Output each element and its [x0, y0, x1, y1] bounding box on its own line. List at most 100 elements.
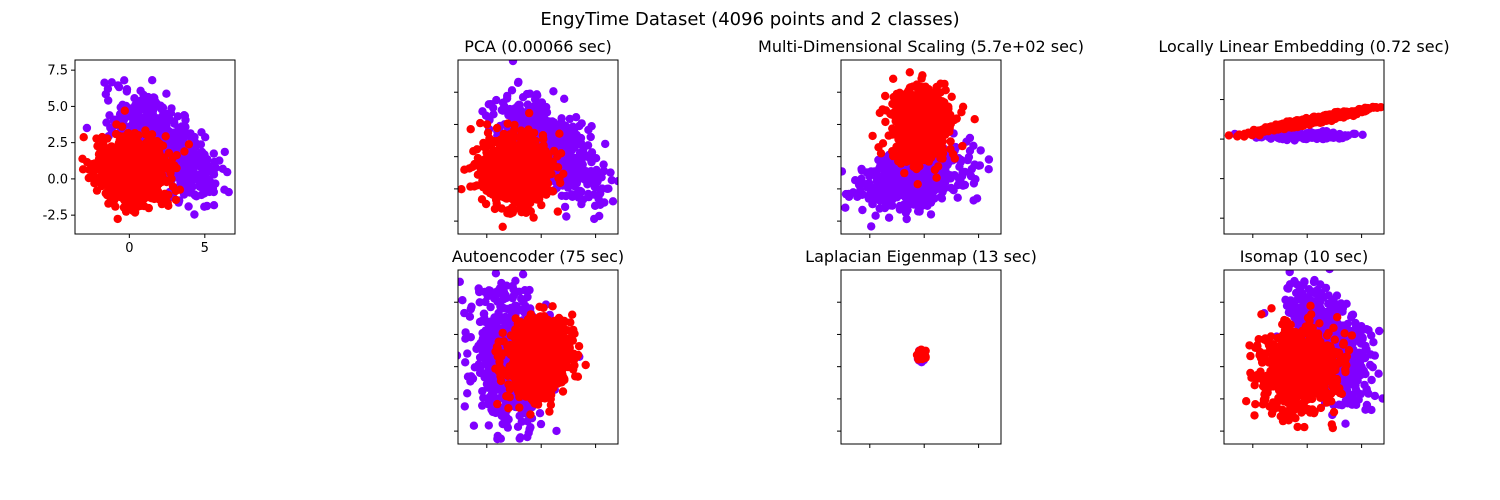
point-class-0: [954, 174, 964, 183]
point-class-1: [507, 203, 517, 212]
point-class-1: [532, 165, 541, 174]
point-class-1: [548, 187, 558, 196]
point-class-0: [594, 194, 603, 203]
scatter-points: [78, 76, 247, 224]
point-class-0: [577, 119, 586, 128]
point-class-0: [149, 101, 158, 111]
point-class-0: [103, 84, 113, 94]
point-class-1: [493, 152, 502, 162]
point-class-1: [138, 166, 148, 175]
point-class-1: [492, 123, 502, 133]
subplot-title: Locally Linear Embedding (0.72 sec): [1158, 37, 1449, 56]
point-class-1: [111, 162, 120, 171]
point-class-1: [903, 136, 912, 145]
point-class-0: [902, 175, 911, 184]
point-class-1: [482, 186, 491, 195]
point-class-0: [891, 167, 900, 177]
point-class-0: [867, 222, 876, 231]
point-class-1: [123, 134, 132, 143]
point-class-1: [917, 133, 926, 143]
point-class-0: [926, 198, 936, 207]
point-class-1: [535, 194, 544, 204]
point-class-1: [498, 222, 507, 231]
point-class-1: [497, 204, 506, 213]
point-class-0: [936, 192, 945, 202]
point-class-1: [144, 142, 153, 151]
point-class-0: [514, 77, 523, 87]
point-class-1: [902, 157, 911, 166]
point-class-1: [525, 108, 534, 118]
point-class-0: [507, 86, 517, 95]
point-class-1: [506, 136, 516, 145]
point-class-1: [913, 180, 922, 189]
point-class-0: [195, 173, 204, 182]
point-class-0: [538, 125, 548, 134]
point-class-1: [510, 120, 519, 130]
point-class-0: [223, 167, 232, 177]
point-class-1: [148, 157, 157, 166]
point-class-0: [875, 183, 884, 192]
point-class-1: [918, 71, 927, 80]
point-class-1: [553, 207, 562, 216]
point-class-0: [548, 117, 558, 127]
point-class-0: [854, 180, 864, 189]
point-class-1: [149, 171, 158, 181]
point-class-1: [171, 186, 180, 196]
point-class-1: [476, 118, 485, 128]
point-class-0: [239, 180, 247, 188]
point-class-0: [565, 114, 574, 124]
point-class-1: [940, 79, 949, 89]
point-class-0: [588, 155, 597, 164]
point-class-1: [933, 113, 943, 122]
point-class-1: [491, 166, 500, 175]
subplot-title: PCA (0.00066 sec): [464, 37, 612, 56]
point-class-1: [881, 117, 890, 127]
point-class-1: [133, 179, 143, 188]
point-class-0: [549, 87, 558, 96]
point-class-0: [604, 184, 613, 193]
point-class-0: [601, 139, 610, 149]
point-class-0: [572, 179, 581, 188]
point-class-1: [484, 177, 493, 186]
point-class-1: [529, 213, 538, 222]
point-class-0: [864, 194, 873, 203]
subplot-pca: PCA (0.00066 sec): [454, 37, 619, 238]
point-class-0: [898, 187, 908, 197]
point-class-1: [466, 125, 475, 134]
point-class-0: [970, 160, 979, 169]
point-class-1: [523, 189, 532, 198]
point-class-0: [541, 115, 550, 125]
point-class-1: [495, 185, 504, 194]
point-class-1: [145, 181, 154, 190]
point-class-0: [169, 117, 179, 126]
point-class-0: [563, 181, 572, 190]
y-tick-label: -2.5: [43, 209, 68, 224]
point-class-1: [481, 199, 491, 209]
point-class-0: [532, 90, 541, 99]
point-class-0: [874, 155, 883, 165]
point-class-1: [102, 163, 112, 172]
point-class-1: [957, 108, 966, 117]
point-class-0: [926, 210, 936, 219]
point-class-1: [555, 129, 564, 138]
point-class-1: [535, 176, 544, 186]
point-class-0: [197, 190, 206, 200]
point-class-0: [131, 100, 140, 110]
point-class-1: [526, 161, 535, 170]
point-class-1: [180, 147, 189, 156]
point-class-1: [927, 96, 936, 106]
point-class-1: [881, 91, 890, 101]
point-class-1: [157, 199, 167, 209]
point-class-0: [584, 189, 593, 199]
point-class-0: [560, 94, 569, 104]
point-class-0: [984, 155, 994, 164]
point-class-0: [1358, 130, 1367, 139]
subplot-lle: Locally Linear Embedding (0.72 sec): [1158, 37, 1450, 238]
point-class-0: [187, 165, 196, 174]
point-class-1: [150, 194, 159, 204]
point-class-0: [209, 149, 218, 158]
point-class-1: [934, 133, 943, 142]
point-class-0: [122, 85, 132, 94]
point-class-1: [483, 170, 492, 180]
point-class-0: [1349, 129, 1358, 138]
